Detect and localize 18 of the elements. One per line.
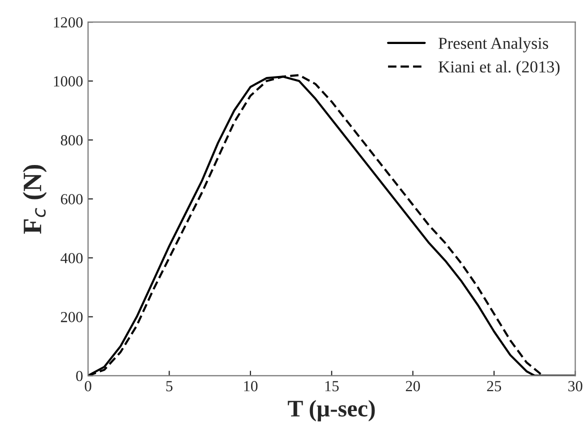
x-tick-label: 25	[487, 381, 502, 392]
y-tick-label: 200	[60, 312, 83, 322]
y-tick-label: 0	[76, 370, 83, 382]
y-tick-label: 800	[60, 135, 83, 146]
x-axis-title: T (μ-sec)	[288, 400, 375, 422]
x-tick-label: 30	[568, 381, 582, 392]
y-tick-label: 1000	[54, 76, 83, 86]
y-tick-label: 1200	[54, 17, 83, 28]
x-tick-label: 5	[166, 381, 172, 392]
y-tick-label: 600	[60, 194, 83, 204]
x-tick-label: 10	[244, 381, 258, 392]
y-axis-title: F$_{c}$ (N)	[22, 164, 47, 234]
legend-label: Present Analysis	[438, 37, 548, 52]
legend-label: Kiani et al. (2013)	[438, 60, 560, 76]
x-tick-label: 0	[84, 381, 92, 392]
y-tick-label: 400	[60, 252, 83, 264]
x-tick-label: 15	[325, 381, 339, 392]
x-tick-label: 20	[406, 381, 420, 392]
